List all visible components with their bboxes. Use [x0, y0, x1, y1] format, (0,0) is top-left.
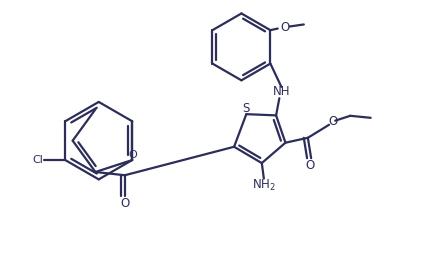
Text: O: O: [128, 150, 137, 160]
Text: Cl: Cl: [32, 155, 43, 165]
Text: O: O: [280, 21, 289, 34]
Text: S: S: [242, 101, 249, 114]
Text: O: O: [328, 115, 338, 128]
Text: O: O: [120, 197, 129, 210]
Text: O: O: [306, 159, 315, 172]
Text: NH: NH: [272, 85, 290, 98]
Text: NH$_2$: NH$_2$: [252, 178, 276, 193]
